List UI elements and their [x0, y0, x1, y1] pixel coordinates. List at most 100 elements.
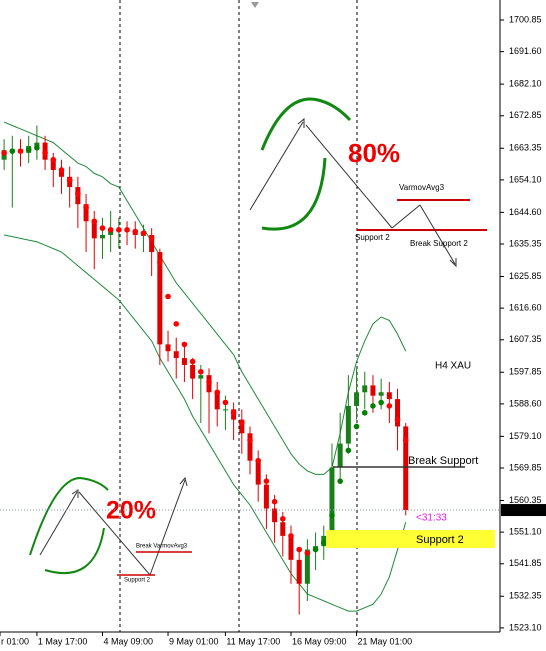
curve — [44, 527, 105, 575]
candle-body — [34, 142, 40, 147]
candle-body — [181, 358, 187, 365]
y-tick-label: 1644.60 — [509, 207, 542, 217]
ma-dot — [337, 478, 343, 484]
ma-dot — [386, 403, 393, 409]
candle-body — [239, 419, 245, 434]
ma-dot — [214, 389, 221, 396]
y-tick-label: 1551.10 — [509, 527, 542, 537]
ma-dot — [173, 321, 180, 327]
ma-dot — [222, 399, 229, 406]
ma-dot — [50, 156, 57, 163]
curve — [261, 157, 327, 231]
candle-body — [337, 443, 343, 468]
price-label: 1557.56 — [508, 504, 541, 514]
x-tick-label: r 01:00 — [1, 636, 29, 646]
band-line — [3, 121, 407, 475]
candle-body — [149, 234, 155, 253]
ma-dot — [132, 228, 139, 235]
ma-dot — [402, 437, 409, 443]
y-tick-label: 1700.85 — [509, 14, 542, 24]
ma-dot — [370, 403, 376, 409]
ma-dot — [198, 368, 204, 375]
ma-dot — [263, 478, 270, 484]
y-tick-label: 1607.35 — [509, 334, 542, 344]
ma-dot — [353, 423, 360, 430]
candle-body — [58, 169, 64, 177]
ma-dot — [288, 533, 294, 539]
ma-dot — [116, 227, 122, 233]
percent-label: 20% — [106, 497, 156, 525]
arrow-head — [449, 258, 457, 268]
ma-dot — [9, 148, 16, 154]
ma-dot — [378, 399, 384, 406]
ma-dot — [148, 235, 155, 242]
y-tick-label: 1682.10 — [509, 79, 542, 89]
x-tick-label: 4 May 09:00 — [103, 636, 153, 646]
candle-body — [345, 405, 351, 444]
candle-body — [304, 549, 310, 584]
ma-dot — [83, 204, 89, 211]
ma-dot — [239, 420, 245, 426]
ma-dot — [34, 144, 40, 151]
ma-dot — [1, 150, 7, 156]
candle-body — [214, 392, 220, 410]
candle-body — [83, 204, 89, 222]
ma-dot — [255, 457, 261, 464]
ma-dot — [329, 512, 335, 519]
band-line — [3, 234, 407, 612]
candle-body — [288, 535, 294, 560]
ma-dot — [75, 191, 81, 197]
y-tick-label: 1523.10 — [509, 622, 542, 632]
y-tick-label: 1663.35 — [509, 143, 542, 153]
ma-dot — [42, 150, 48, 156]
arrow — [78, 491, 151, 576]
arrow — [305, 124, 393, 229]
candle-body — [50, 159, 56, 170]
arrow-head — [179, 476, 188, 487]
y-tick-label: 1569.85 — [509, 462, 542, 472]
x-tick-label: 16 May 09:00 — [292, 636, 347, 646]
ma-dot — [17, 148, 24, 154]
y-tick-label: 1532.35 — [509, 591, 542, 601]
annotation-text: Support 2 — [124, 578, 151, 584]
ma-dot — [58, 167, 65, 173]
y-tick-label: 1588.60 — [509, 398, 542, 408]
ma-dot — [189, 358, 196, 365]
shift-marker — [251, 2, 259, 8]
ma-dot — [394, 416, 401, 423]
price-box — [501, 504, 546, 517]
top-annotation — [249, 97, 487, 268]
arrow — [419, 204, 456, 265]
candle-body — [108, 231, 114, 235]
ma-dot — [124, 227, 130, 233]
ma-dot — [361, 409, 368, 416]
y-tick-label: 1625.85 — [509, 271, 542, 281]
arrow — [391, 204, 421, 229]
arrow — [149, 479, 186, 576]
y-tick-label: 1672.85 — [509, 110, 542, 120]
annotation-text: Break VarmovAvg3 — [136, 544, 188, 550]
candle-body — [190, 364, 196, 379]
arrow — [39, 491, 78, 556]
candle-body — [386, 392, 392, 400]
curve — [29, 476, 109, 556]
candle-body — [395, 399, 401, 427]
ma-dot — [296, 546, 302, 553]
ma-dot — [140, 230, 147, 237]
y-tick-label: 1691.60 — [509, 46, 542, 56]
candle-body — [222, 409, 228, 411]
y-tick-label: 1560.35 — [509, 495, 542, 505]
candle-body — [198, 375, 204, 379]
arrow-head — [297, 117, 305, 128]
candle-body — [272, 508, 278, 523]
y-tick-label: 1541.85 — [509, 558, 542, 568]
candle-body — [362, 385, 368, 393]
x-tick-label: 11 May 17:00 — [226, 636, 280, 646]
candle-body — [403, 426, 409, 511]
y-tick-label: 1635.35 — [509, 238, 542, 248]
candle-body — [329, 467, 335, 536]
candle-body — [354, 392, 360, 406]
candle-body — [91, 221, 97, 239]
annotation-text: Break Support — [408, 455, 478, 467]
candle-body — [296, 559, 302, 584]
